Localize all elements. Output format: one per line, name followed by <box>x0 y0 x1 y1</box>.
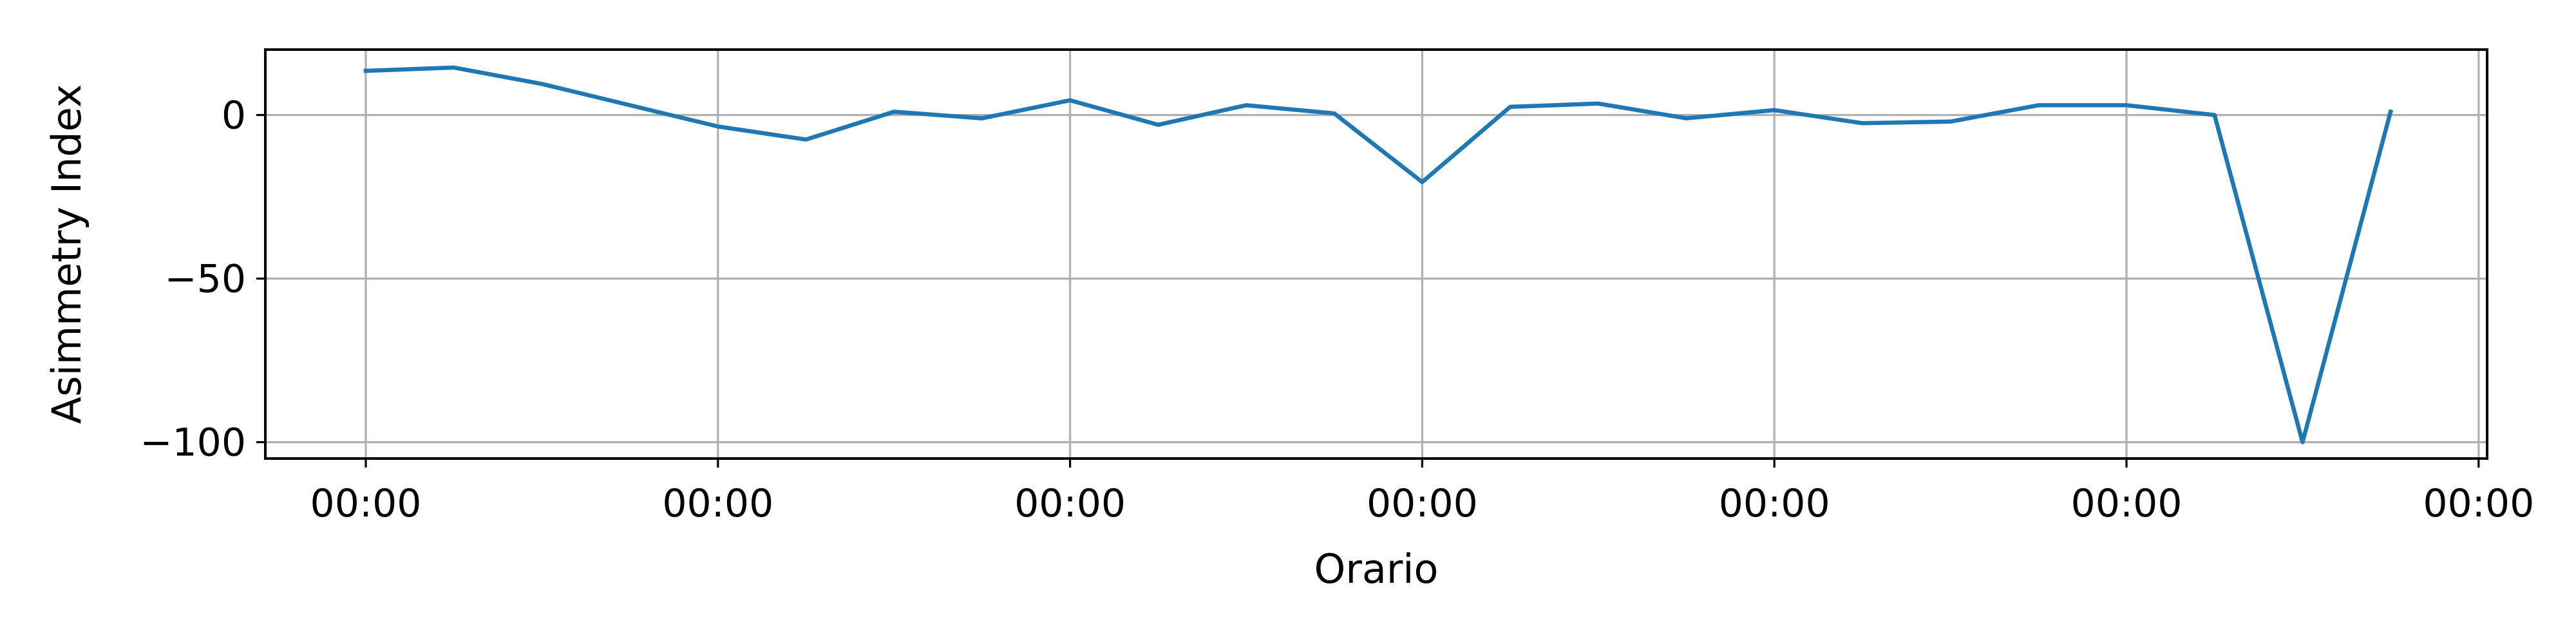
y-axis-label: Asimmetry Index <box>43 84 90 424</box>
y-tick-label: 0 <box>222 93 246 138</box>
x-tick-label: 00:00 <box>1719 481 1830 526</box>
x-tick-label: 00:00 <box>2423 481 2534 526</box>
y-tick-label: −50 <box>164 257 246 302</box>
x-tick-label: 00:00 <box>310 481 422 526</box>
x-tick-label: 00:00 <box>1014 481 1126 526</box>
x-tick-label: 00:00 <box>2071 481 2183 526</box>
x-tick-label: 00:00 <box>662 481 773 526</box>
series-line <box>363 65 2394 444</box>
y-tick-label: −100 <box>140 421 246 466</box>
plot-frame <box>264 48 2488 460</box>
x-axis-label: Orario <box>1314 545 1439 592</box>
series-layer <box>363 65 2394 444</box>
grid <box>265 50 2487 459</box>
ticks: 00:00 00:00 00:00 00:00 00:00 00:00 00:00 0 −50 −… <box>140 93 2534 526</box>
x-tick-label: 00:00 <box>1367 481 1478 526</box>
